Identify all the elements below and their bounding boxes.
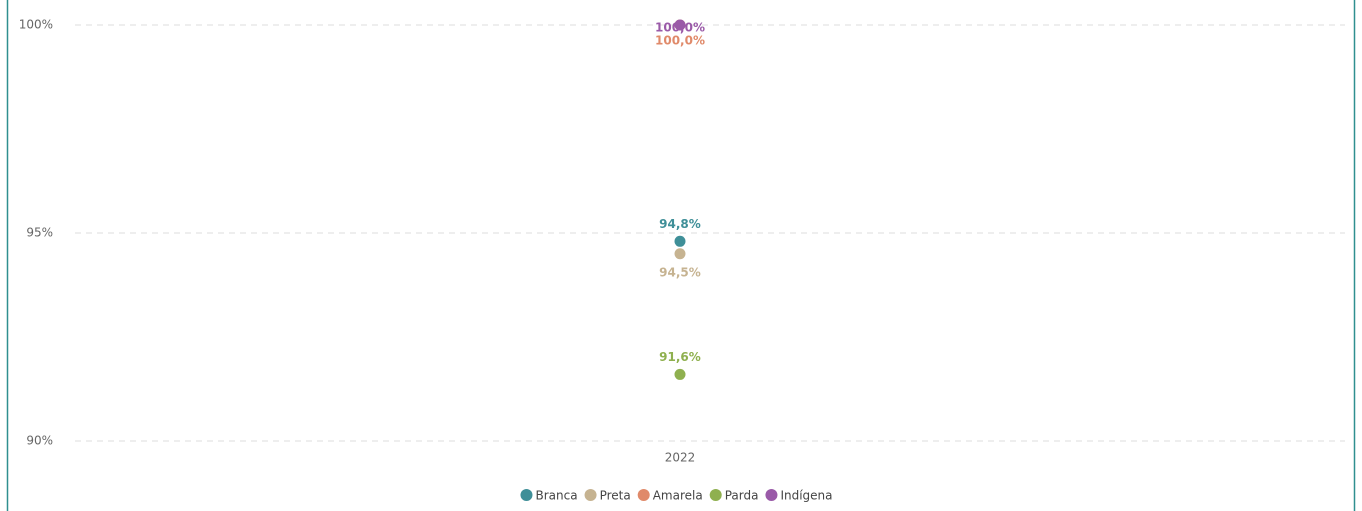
data-label: 94,5% xyxy=(659,265,701,279)
dot xyxy=(674,248,686,260)
legend-label: Amarela xyxy=(653,489,703,503)
y-tick-label: 90% xyxy=(26,434,53,448)
data-label: 94,8% xyxy=(659,217,701,231)
legend-marker xyxy=(765,489,778,501)
dot xyxy=(674,235,686,247)
legend-label: Branca xyxy=(535,489,577,503)
data-label: 100,0% xyxy=(655,33,705,47)
legend-marker xyxy=(584,489,597,501)
data-label: 100,0% xyxy=(655,20,705,34)
legend-marker xyxy=(709,489,722,501)
legend-marker xyxy=(520,489,533,501)
legend-label: Indígena xyxy=(780,489,832,503)
legend-label: Parda xyxy=(725,489,759,503)
dot xyxy=(674,368,686,380)
legend-marker xyxy=(637,489,650,501)
x-tick-label: 2022 xyxy=(665,451,696,465)
y-tick-label: 95% xyxy=(26,225,53,239)
y-tick-label: 100% xyxy=(19,17,53,31)
data-label: 91,6% xyxy=(659,350,701,364)
legend-label: Preta xyxy=(600,489,631,503)
dot xyxy=(674,19,686,31)
